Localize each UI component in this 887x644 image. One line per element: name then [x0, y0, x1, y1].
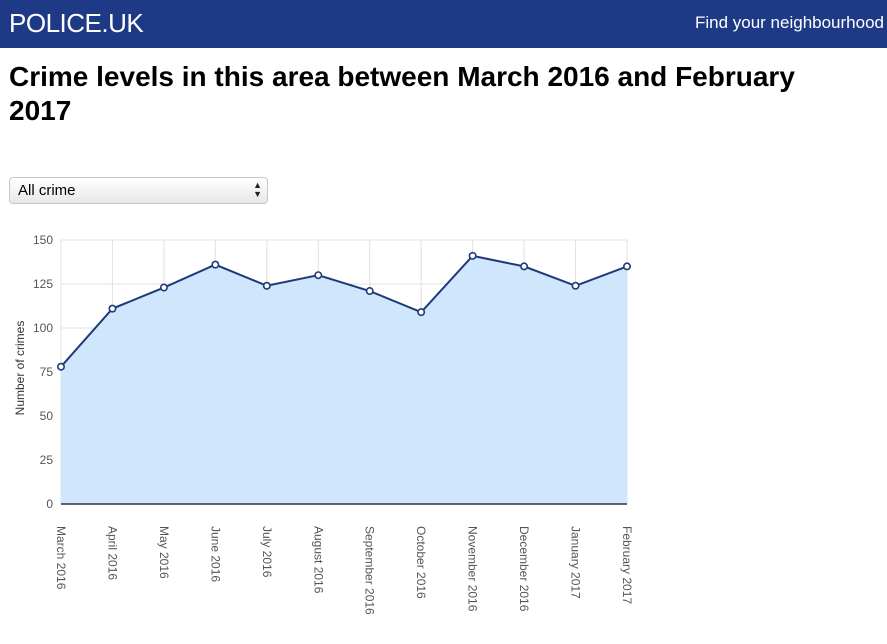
- page-title: Crime levels in this area between March …: [9, 61, 795, 126]
- data-point[interactable]: [262, 281, 271, 290]
- crime-type-select[interactable]: All crime ▲ ▼: [9, 177, 268, 204]
- y-tick-label: 25: [40, 453, 54, 467]
- y-tick-label: 100: [33, 321, 53, 335]
- data-point[interactable]: [622, 262, 631, 271]
- x-tick-label: June 2016: [208, 526, 222, 582]
- data-point[interactable]: [108, 304, 117, 313]
- crime-levels-chart: Number of crimes 0 25 50 75 100 125 150 March 2…: [13, 233, 634, 615]
- data-point[interactable]: [314, 271, 323, 280]
- site-header: POLICE.UK Find your neighbourhood: [0, 0, 887, 48]
- x-tick-label: September 2016: [363, 526, 377, 615]
- x-tick-label: August 2016: [311, 526, 325, 594]
- y-axis-title: Number of crimes: [13, 321, 27, 416]
- data-point[interactable]: [211, 260, 220, 269]
- police-uk-logo[interactable]: POLICE.UK: [9, 8, 144, 38]
- x-tick-label: March 2016: [54, 526, 68, 590]
- data-point[interactable]: [56, 362, 65, 371]
- y-tick-label: 0: [46, 497, 53, 511]
- x-tick-label: November 2016: [466, 526, 480, 612]
- data-point[interactable]: [520, 262, 529, 271]
- x-tick-label: July 2016: [260, 526, 274, 578]
- y-tick-label: 50: [40, 409, 54, 423]
- x-tick-label: December 2016: [517, 526, 531, 612]
- chart-series: [56, 251, 631, 505]
- data-point[interactable]: [571, 281, 580, 290]
- series-line: [60, 254, 628, 368]
- y-tick-label: 75: [40, 365, 54, 379]
- x-tick-label: April 2016: [105, 526, 119, 580]
- data-point[interactable]: [159, 283, 168, 292]
- x-tick-label: January 2017: [569, 526, 583, 599]
- crime-type-selected-value: All crime: [18, 182, 76, 199]
- chart-labels: 0 25 50 75 100 125 150 March 2016 April 2016 May …: [33, 233, 634, 615]
- y-tick-label: 125: [33, 277, 53, 291]
- series-area-fill: [61, 255, 627, 504]
- data-point[interactable]: [468, 251, 477, 260]
- x-tick-label: October 2016: [414, 526, 428, 599]
- y-tick-label: 150: [33, 233, 53, 247]
- x-tick-label: May 2016: [157, 526, 171, 579]
- data-point[interactable]: [417, 308, 426, 317]
- data-point[interactable]: [365, 287, 374, 296]
- find-your-neighbourhood-link[interactable]: Find your neighbourhood: [694, 13, 884, 32]
- select-arrows-icon: ▲ ▼: [253, 180, 262, 199]
- x-tick-label: February 2017: [620, 526, 634, 604]
